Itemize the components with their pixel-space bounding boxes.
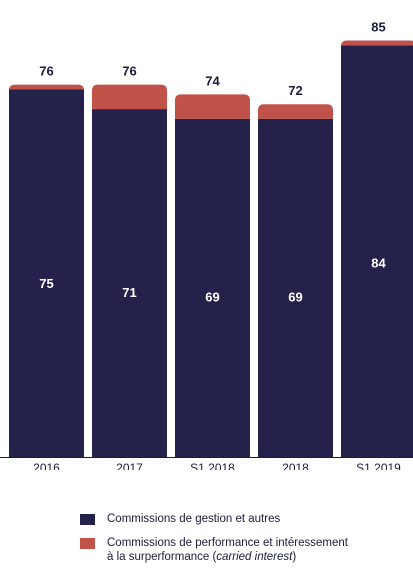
bar-performance-fees — [92, 84, 167, 110]
legend-label-performance-line2-suffix: ) — [292, 551, 297, 563]
legend-item-performance-fees: Commissions de performance et intéressem… — [80, 536, 400, 564]
stacked-bar-chart: 75 76 2016 71 76 2017 69 74 S1 2018 69 72 2018 84 85 S… — [0, 20, 413, 470]
x-tick-label: 2016 — [33, 461, 60, 470]
bar-management-fees — [258, 118, 333, 458]
bar-management-fees — [92, 109, 167, 457]
legend-swatch-management-fees — [80, 514, 95, 525]
bar-total-label: 76 — [39, 64, 53, 79]
bar-total-label: 76 — [122, 64, 136, 79]
legend-swatch-performance-fees — [80, 538, 95, 549]
bar-total-label: 85 — [371, 20, 385, 35]
bar-value-label: 69 — [288, 289, 302, 304]
legend-label-performance-fees: Commissions de performance et intéressem… — [107, 536, 348, 564]
chart-legend: Commissions de gestion et autres Commiss… — [80, 512, 400, 574]
bar-total-label: 72 — [288, 83, 302, 98]
legend-label-management-fees: Commissions de gestion et autres — [107, 513, 281, 525]
bar-management-fees — [175, 118, 250, 458]
bar-performance-fees — [258, 104, 333, 119]
bar-value-label: 71 — [122, 285, 136, 300]
x-tick-label: S1 2019 — [356, 461, 401, 470]
x-tick-label: 2017 — [116, 461, 143, 470]
bar-value-label: 75 — [39, 276, 53, 291]
legend-label-performance-line1: Commissions de performance et intéressem… — [107, 537, 348, 549]
legend-label-performance-line2-italic: carried interest — [216, 551, 293, 563]
bar-total-label: 74 — [205, 73, 220, 88]
legend-label-performance-line2-prefix: à la surperformance ( — [107, 551, 217, 563]
bar-value-label: 84 — [371, 256, 386, 271]
bar-management-fees — [341, 45, 413, 458]
bar-performance-fees — [175, 94, 250, 119]
bar-performance-fees — [9, 84, 84, 91]
bar-management-fees — [9, 89, 84, 457]
legend-item-management-fees: Commissions de gestion et autres — [80, 512, 400, 526]
x-tick-label: 2018 — [282, 461, 309, 470]
bar-value-label: 69 — [205, 289, 219, 304]
x-tick-label: S1 2018 — [190, 461, 235, 470]
bar-performance-fees — [341, 40, 413, 47]
